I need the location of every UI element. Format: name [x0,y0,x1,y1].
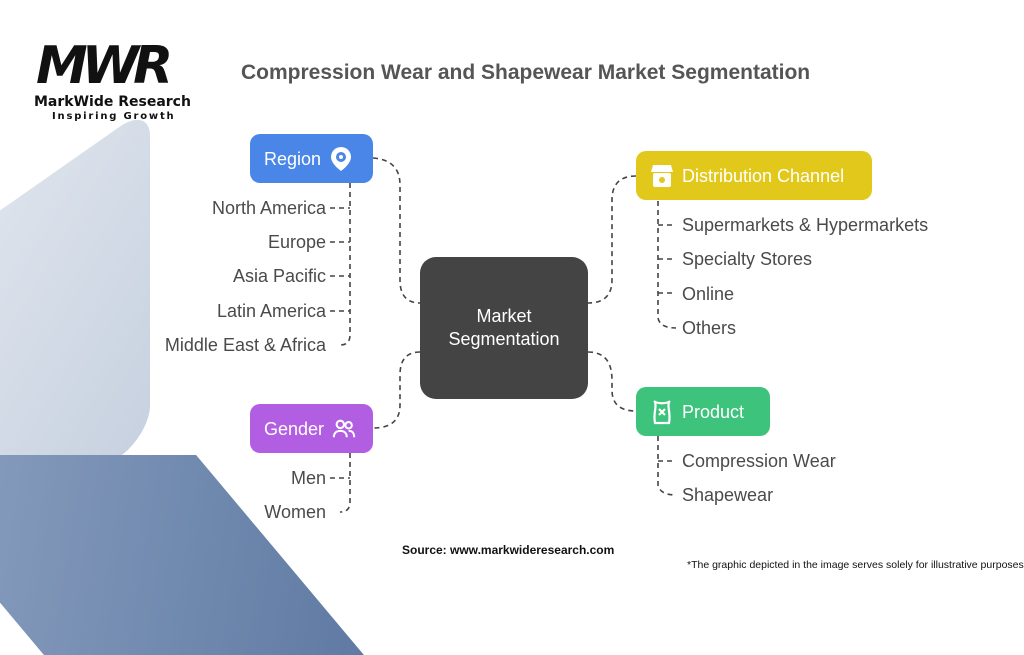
gender-label: Gender [264,418,325,439]
region-label: Region [264,148,322,169]
distribution-node: Distribution Channel [636,151,872,200]
region-item: Europe [267,232,326,252]
product-item: Compression Wear [682,451,836,471]
source-text: Source: www.markwideresearch.com [402,543,615,557]
connector-distribution [587,175,637,304]
logo-name: MarkWide Research [34,94,191,110]
center-node: Market Segmentation [420,257,588,399]
page-title: Compression Wear and Shapewear Market Se… [241,61,811,84]
product-node: Product [636,387,770,436]
corset-icon [650,399,674,424]
connector-gender-items [339,453,351,513]
center-label-line2: Segmentation [448,329,560,349]
connectors [330,157,677,513]
users-icon [332,417,356,441]
logo-mark: MWR [36,36,173,96]
storefront-icon [650,164,674,188]
location-gear-icon [329,146,353,171]
region-item: Middle East & Africa [164,335,326,355]
connector-gender [372,351,421,429]
distribution-label: Distribution Channel [682,165,845,186]
region-item: Latin America [216,301,326,321]
distribution-item: Specialty Stores [682,249,813,269]
gender-item: Women [264,502,326,522]
connector-distribution-ticks [658,224,676,294]
product-label: Product [682,401,745,422]
distribution-item: Online [682,284,735,304]
gender-node: Gender [250,404,373,453]
center-label-line1: Market [476,306,532,326]
region-node: Region [250,134,373,183]
connector-region-items [339,183,351,346]
logo-tagline: Inspiring Growth [52,111,176,122]
gender-item: Men [290,468,326,488]
connector-product-items [657,436,677,496]
distribution-item: Supermarkets & Hypermarkets [682,215,929,235]
disclaimer-note: *The graphic depicted in the image serve… [687,559,1024,571]
product-item: Shapewear [682,485,774,505]
connector-region-ticks [330,207,350,312]
connector-distribution-items [657,201,677,329]
distribution-item: Others [682,318,737,338]
region-item: North America [211,198,326,218]
region-item: Asia Pacific [232,266,326,286]
connector-product [587,351,637,412]
connector-region [372,157,421,304]
